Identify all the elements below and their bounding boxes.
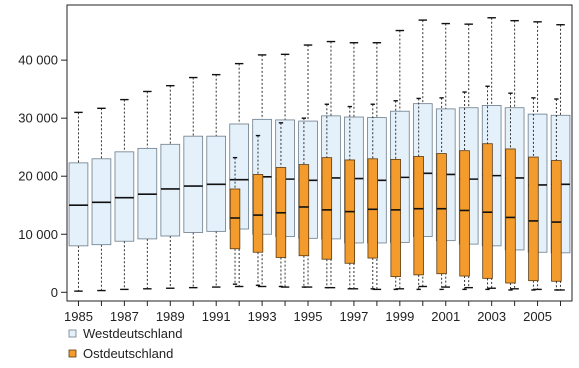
west-box-1988 xyxy=(137,90,158,290)
east-box-iqr-box xyxy=(252,174,264,253)
y-tick-label: 40 000 xyxy=(18,53,58,68)
x-tick-label: 1995 xyxy=(294,309,323,324)
y-tick-label: 30 000 xyxy=(18,111,58,126)
east-box-1996 xyxy=(321,103,333,289)
x-tick-label: 1999 xyxy=(385,309,414,324)
x-tick-label: 1987 xyxy=(110,309,139,324)
west-box-iqr-box xyxy=(68,162,89,247)
box-series-group xyxy=(68,17,571,292)
east-box-iqr-box xyxy=(321,157,333,260)
east-box-1993 xyxy=(252,134,264,287)
east-box-1997 xyxy=(344,105,356,290)
west-box-1991 xyxy=(206,73,227,288)
west-box-iqr-box xyxy=(114,151,135,242)
east-box-2001 xyxy=(436,97,447,291)
y-tick-label: 10 000 xyxy=(18,227,58,242)
x-tick-label: 1985 xyxy=(64,309,93,324)
west-box-1985 xyxy=(68,111,89,292)
west-box-iqr-box xyxy=(160,143,181,237)
x-tick-label: 1997 xyxy=(339,309,368,324)
west-box-1987 xyxy=(114,98,135,291)
east-box-iqr-box xyxy=(298,164,310,257)
x-tick-label: 2005 xyxy=(523,309,552,324)
y-tick-label: 0 xyxy=(51,285,58,300)
east-box-1992 xyxy=(229,156,241,285)
east-box-iqr-box xyxy=(505,148,516,284)
east-box-2006 xyxy=(551,98,562,291)
east-box-2003 xyxy=(482,85,493,291)
east-box-2002 xyxy=(459,91,470,291)
legend-swatch xyxy=(68,349,77,358)
west-box-iqr-box xyxy=(183,135,204,233)
legend: Westdeutschland Ostdeutschland xyxy=(68,326,183,361)
east-box-2004 xyxy=(505,92,516,291)
west-box-1986 xyxy=(91,107,112,292)
legend-label: Westdeutschland xyxy=(83,326,183,341)
east-box-iqr-box xyxy=(528,156,539,282)
east-box-iqr-box xyxy=(390,158,401,278)
x-axis: 1985 1987 1989 1991 1993 1995 1997 1999 2001 2003… xyxy=(64,301,562,324)
y-tick-label: 20 000 xyxy=(18,169,58,184)
legend-swatch xyxy=(68,329,77,338)
east-box-iqr-box xyxy=(459,150,470,277)
east-box-iqr-box xyxy=(229,188,241,250)
x-tick-label: 1993 xyxy=(248,309,277,324)
x-tick-label: 2003 xyxy=(477,309,506,324)
east-box-iqr-box xyxy=(551,160,562,282)
legend-item: Westdeutschland xyxy=(68,326,183,341)
east-box-1995 xyxy=(298,117,310,288)
east-box-1998 xyxy=(367,103,378,290)
east-box-2000 xyxy=(413,97,424,291)
legend-label: Ostdeutschland xyxy=(83,346,173,361)
y-axis: 0 10 000 20 000 30 000 40 000 xyxy=(18,53,67,300)
east-box-iqr-box xyxy=(436,153,447,275)
x-tick-label: 2001 xyxy=(431,309,460,324)
west-box-1989 xyxy=(160,84,181,289)
legend-item: Ostdeutschland xyxy=(68,346,173,361)
x-tick-label: 1989 xyxy=(156,309,185,324)
east-box-iqr-box xyxy=(482,143,493,279)
east-box-2005 xyxy=(528,97,539,291)
east-box-iqr-box xyxy=(367,158,378,259)
x-tick-label: 1991 xyxy=(202,309,231,324)
west-box-1990 xyxy=(183,76,204,289)
east-box-iqr-box xyxy=(413,156,424,276)
east-box-1994 xyxy=(275,122,287,288)
east-box-1999 xyxy=(390,100,401,291)
